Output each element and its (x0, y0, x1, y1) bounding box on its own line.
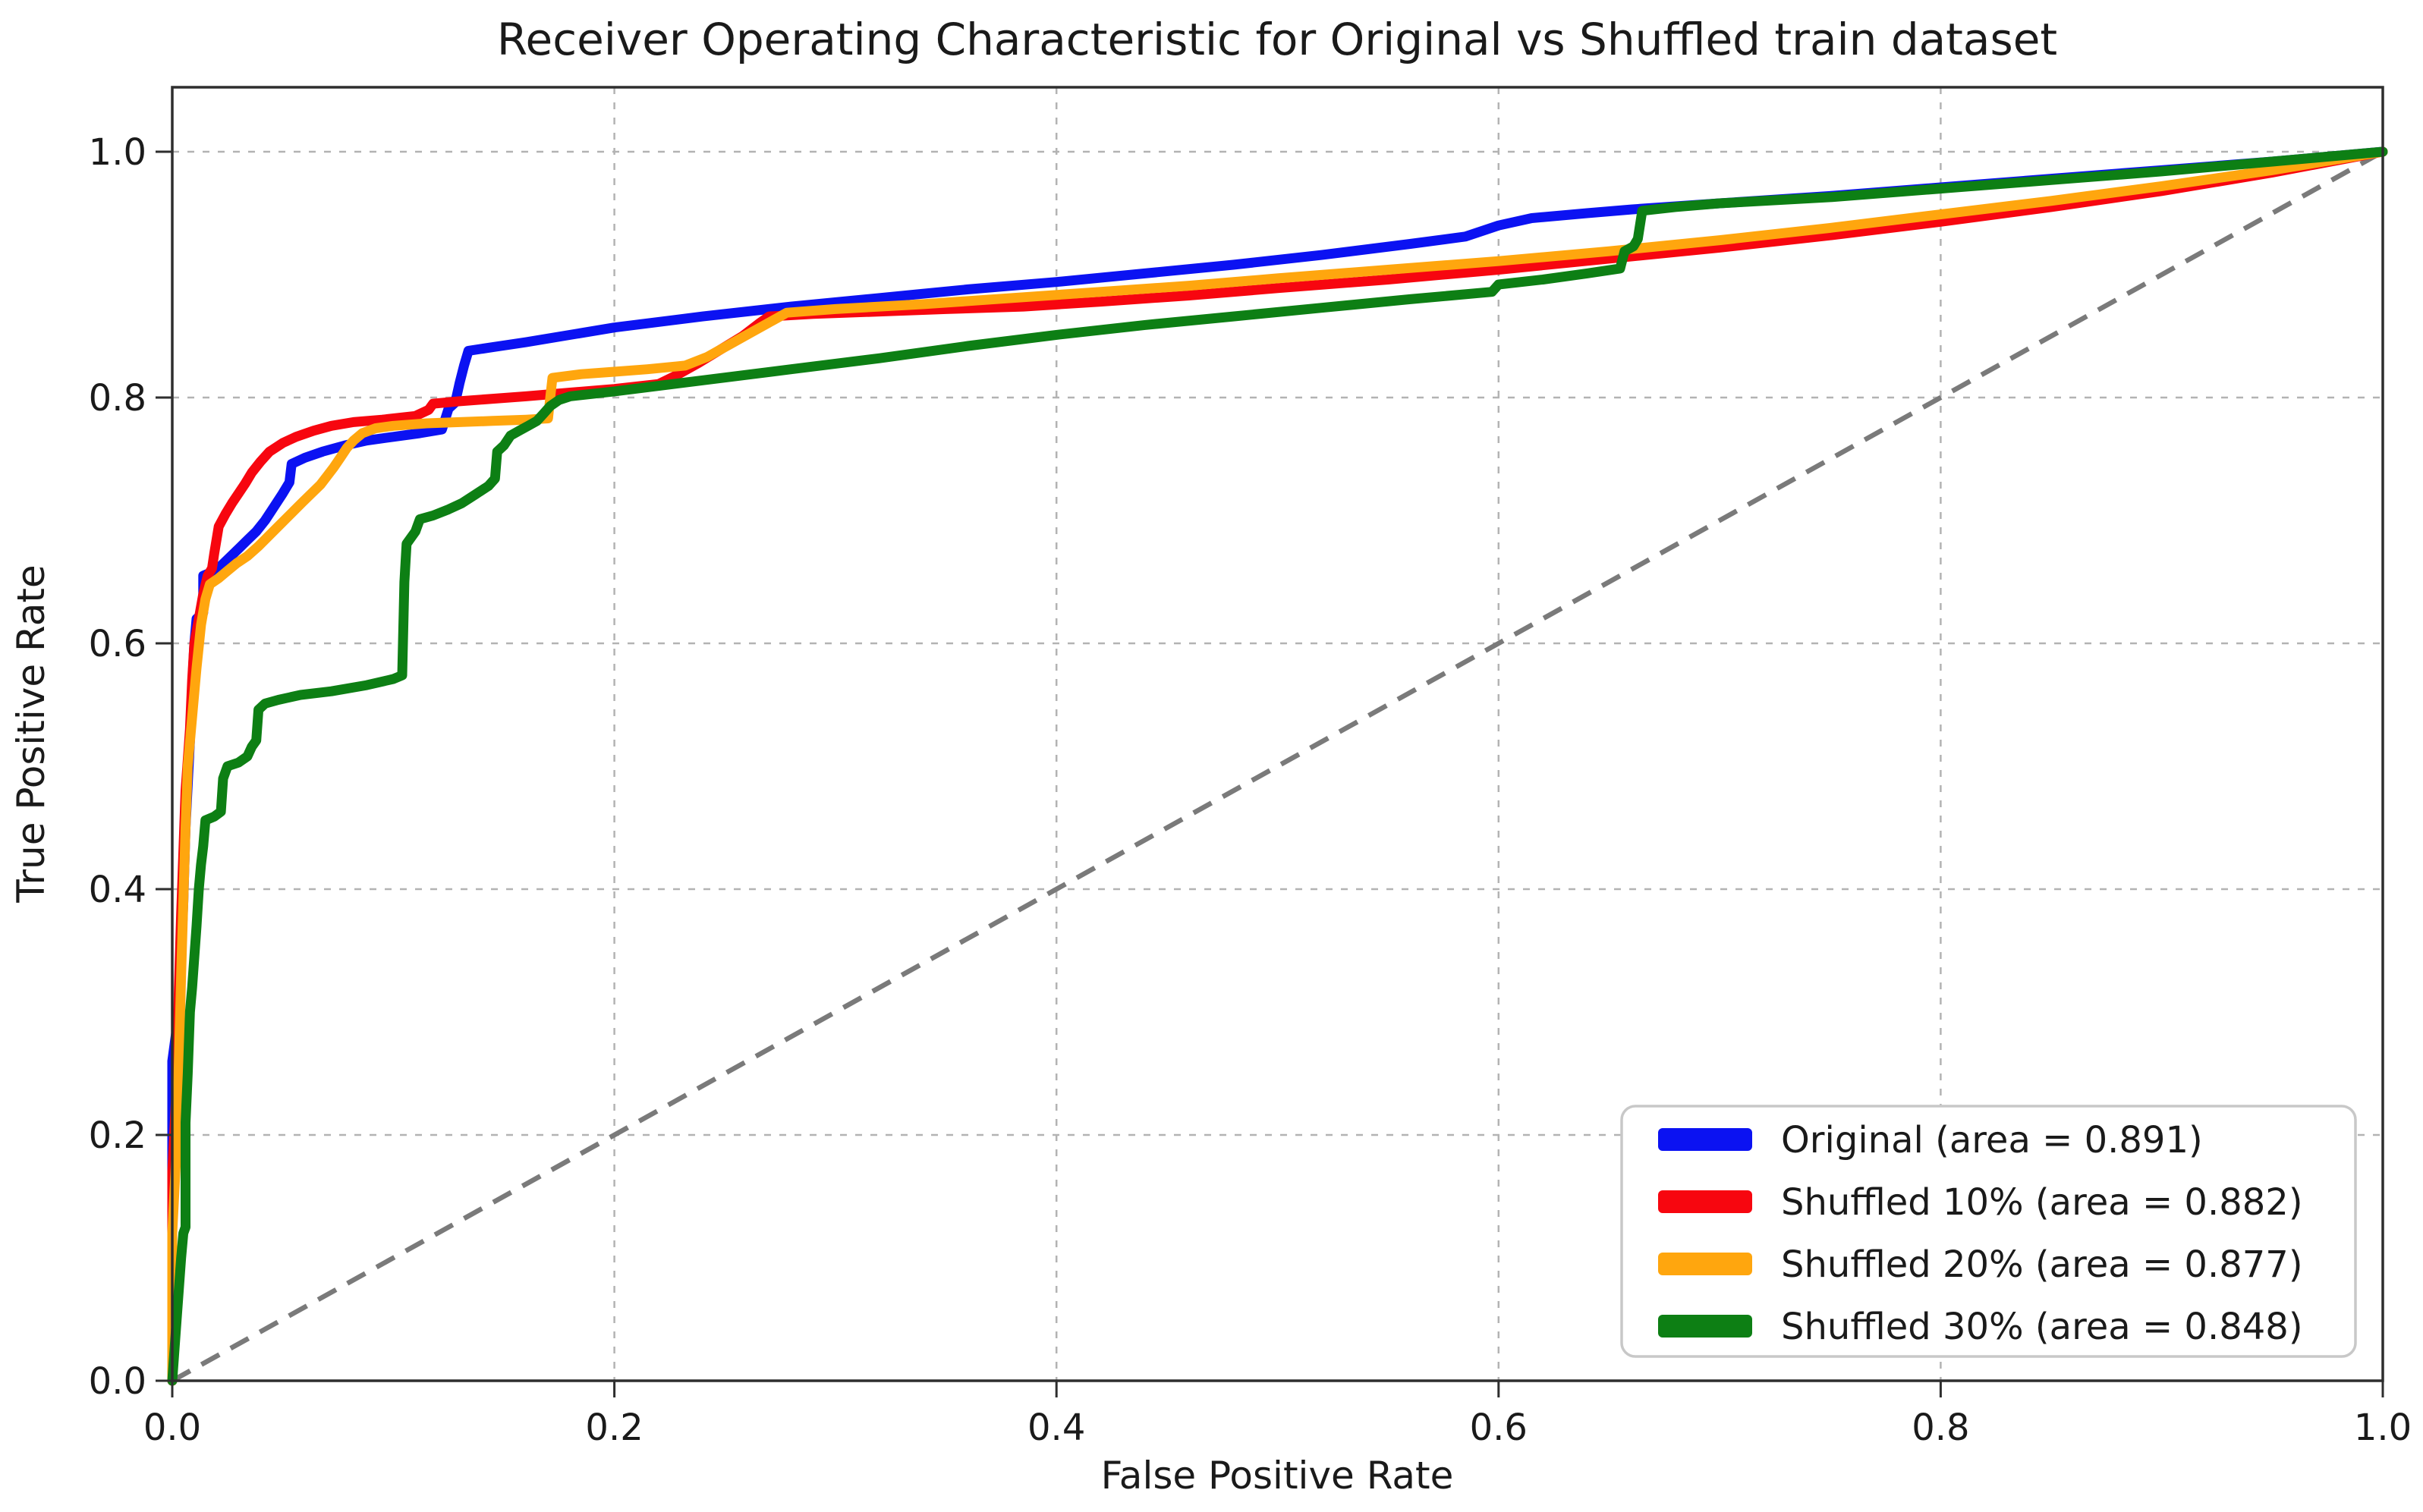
legend-box (1620, 1105, 2357, 1358)
legend-label-shuffled-10: Shuffled 10% (area = 0.882) (1781, 1181, 2303, 1224)
x-tick-label: 1.0 (2354, 1407, 2412, 1449)
x-tick-label: 0.6 (1470, 1407, 1528, 1449)
y-axis-label: True Positive Rate (9, 564, 53, 903)
roc-curve-shuffled-20 (167, 146, 2388, 1386)
y-tick-label: 0.6 (89, 623, 146, 665)
y-tick-label: 0.0 (89, 1360, 146, 1403)
roc-curve-shuffled-30 (167, 146, 2388, 1386)
y-tick-label: 1.0 (89, 131, 146, 174)
legend-item-original: Original (area = 0.891) (1658, 1119, 2203, 1162)
x-tick-labels: 0.0 0.2 0.4 0.6 0.8 1.0 (143, 1407, 2412, 1449)
legend-swatch-shuffled-10 (1658, 1190, 1752, 1213)
chance-diagonal-line (171, 149, 2384, 1383)
y-tick-label: 0.4 (89, 869, 146, 911)
x-tick-label: 0.8 (1912, 1407, 1969, 1449)
roc-curves (167, 146, 2388, 1386)
x-tick-label: 0.2 (585, 1407, 643, 1449)
legend-item-shuffled-30: Shuffled 30% (area = 0.848) (1658, 1306, 2303, 1348)
chart-title: Receiver Operating Characteristic for Or… (497, 14, 2057, 65)
legend-swatch-shuffled-30 (1658, 1315, 1752, 1338)
legend-swatch-shuffled-20 (1658, 1253, 1752, 1275)
x-tick-label: 0.4 (1027, 1407, 1085, 1449)
axes-frame (171, 86, 2384, 1382)
legend-item-shuffled-20: Shuffled 20% (area = 0.877) (1658, 1243, 2303, 1286)
legend-swatch-original (1658, 1128, 1752, 1151)
y-tick-label: 0.8 (89, 377, 146, 420)
legend: Original (area = 0.891) Shuffled 10% (ar… (1620, 1105, 2357, 1358)
x-axis-label: False Positive Rate (1101, 1454, 1454, 1498)
legend-item-shuffled-10: Shuffled 10% (area = 0.882) (1658, 1181, 2303, 1224)
legend-label-original: Original (area = 0.891) (1781, 1119, 2203, 1162)
tick-marks (156, 150, 2384, 1397)
y-tick-label: 0.2 (89, 1114, 146, 1157)
legend-label-shuffled-30: Shuffled 30% (area = 0.848) (1781, 1306, 2303, 1348)
y-tick-labels: 0.0 0.2 0.4 0.6 0.8 1.0 (89, 131, 146, 1403)
x-tick-label: 0.0 (143, 1407, 201, 1449)
legend-label-shuffled-20: Shuffled 20% (area = 0.877) (1781, 1243, 2303, 1286)
